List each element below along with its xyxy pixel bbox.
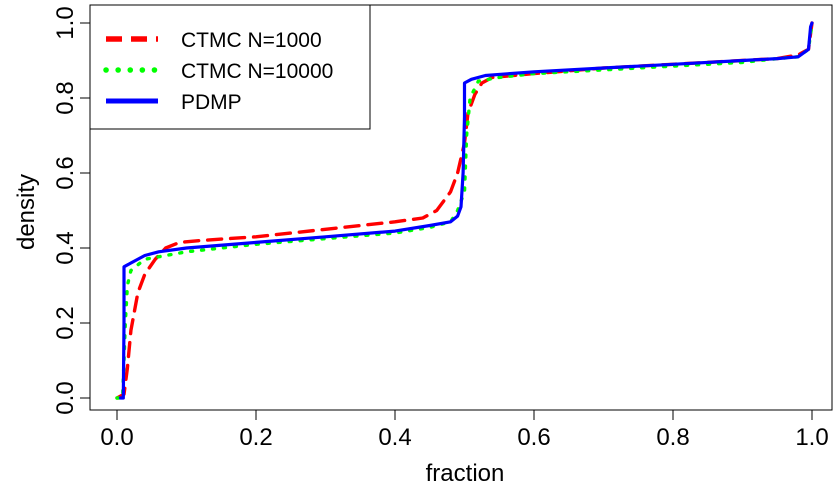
- y-axis: 0.0 0.2 0.4 0.6 0.8 1.0: [52, 6, 91, 415]
- x-axis-title: fraction: [426, 460, 505, 487]
- y-tick-label: 0.4: [52, 231, 79, 264]
- legend-box: [89, 4, 371, 130]
- x-tick-label: 1.0: [795, 424, 828, 451]
- y-tick-label: 0.6: [52, 156, 79, 189]
- x-tick-label: 0.6: [517, 424, 550, 451]
- legend: CTMC N=1000 CTMC N=10000 PDMP: [89, 4, 371, 130]
- x-axis: 0.0 0.2 0.4 0.6 0.8 1.0: [100, 409, 829, 451]
- series-line-3: [118, 21, 814, 400]
- y-tick-label: 0.2: [52, 306, 79, 339]
- x-tick-label: 0.0: [100, 424, 133, 451]
- y-tick-label: 0.0: [52, 381, 79, 414]
- x-tick-label: 0.4: [378, 424, 411, 451]
- x-tick-label: 0.2: [239, 424, 272, 451]
- legend-label-3: PDMP: [181, 91, 242, 114]
- legend-label-1: CTMC N=1000: [181, 29, 322, 52]
- y-axis-title: density: [13, 174, 40, 250]
- y-tick-label: 1.0: [52, 6, 79, 39]
- x-tick-label: 0.8: [656, 424, 689, 451]
- series-lines: [115, 21, 814, 400]
- series-line-2: [115, 21, 814, 400]
- legend-label-2: CTMC N=10000: [181, 60, 333, 83]
- y-tick-label: 0.8: [52, 81, 79, 114]
